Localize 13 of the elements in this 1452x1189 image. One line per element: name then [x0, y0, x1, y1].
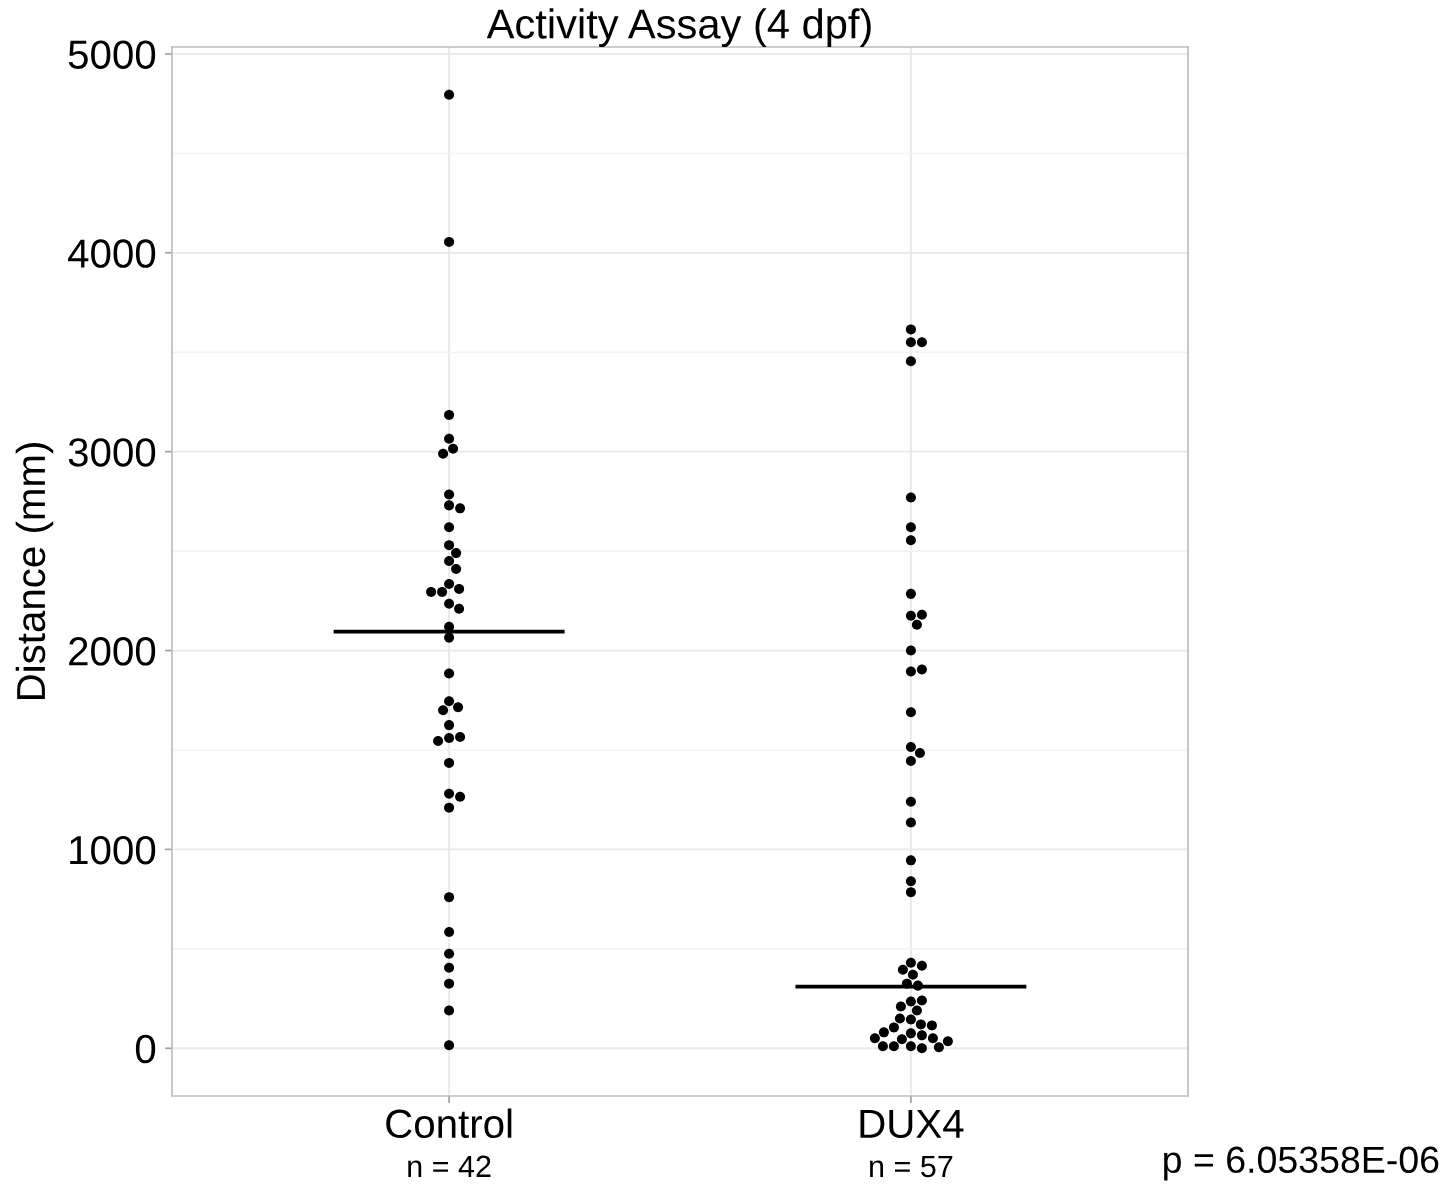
- y-tick-label: 2000: [69, 637, 156, 666]
- y-axis-title: Distance (mm): [15, 443, 54, 700]
- text: n = 57: [870, 1155, 953, 1178]
- x-tick-label: Control: [386, 1108, 512, 1139]
- y-tick-label: 0: [135, 1034, 156, 1064]
- y-tick-label: 3000: [68, 438, 156, 467]
- text: n = 42: [408, 1155, 491, 1177]
- y-tick-label: 5000: [68, 40, 156, 69]
- x-tick-label: DUX4: [860, 1109, 964, 1139]
- chart-title: Activity Assay (4 dpf): [486, 8, 871, 47]
- y-tick-label: 4000: [68, 239, 156, 268]
- text: p = 6.05358E-06: [1164, 1146, 1439, 1181]
- y-tick-label: 1000: [70, 835, 156, 865]
